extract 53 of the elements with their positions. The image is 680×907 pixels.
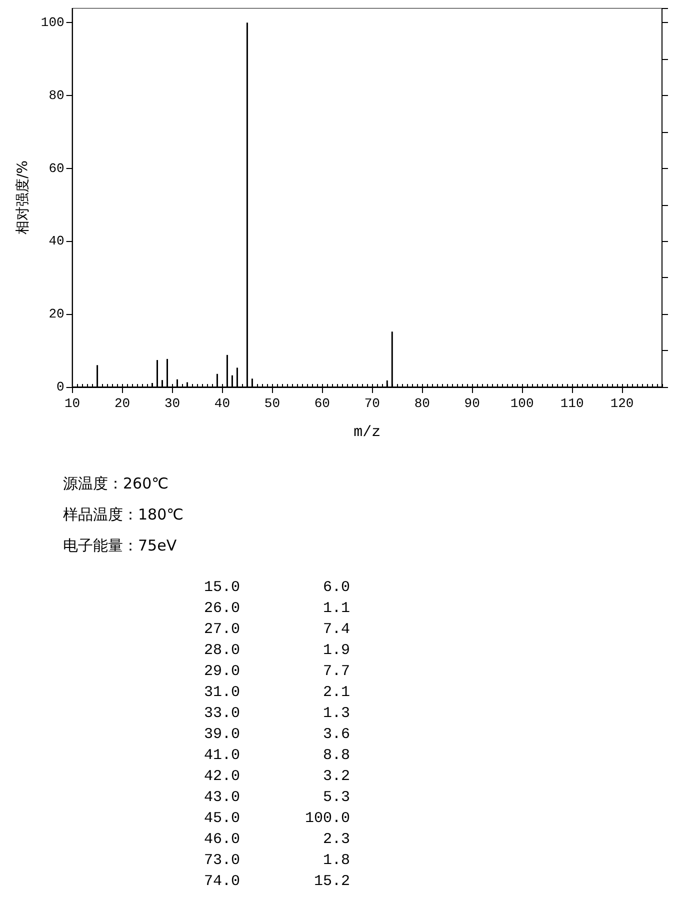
x-tick-label: 20 <box>114 396 130 411</box>
x-tick-label: 110 <box>560 396 584 411</box>
text: 26.0 <box>204 600 240 617</box>
text: 33.0 <box>204 705 240 722</box>
y-tick-label: 80 <box>48 88 64 103</box>
text: 15.2 <box>314 873 350 890</box>
text: 29.0 <box>204 663 240 680</box>
y-axis-title: 相对强度/% <box>15 160 31 235</box>
x-tick-label: 70 <box>364 396 380 411</box>
x-tick-label: 10 <box>64 396 80 411</box>
text: 6.0 <box>322 579 350 596</box>
text: 2.3 <box>322 831 350 848</box>
text: 5.3 <box>322 789 350 806</box>
text: 42.0 <box>204 768 240 785</box>
text: 73.0 <box>204 852 240 869</box>
text: 27.0 <box>204 621 240 638</box>
y-tick-label: 100 <box>40 15 64 30</box>
y-tick-label: 40 <box>48 234 64 249</box>
x-tick-label: 100 <box>510 396 534 411</box>
text: 1.3 <box>322 705 350 722</box>
x-tick-label: 30 <box>164 396 180 411</box>
text: 7.4 <box>322 621 350 638</box>
text: 46.0 <box>204 831 240 848</box>
text: 28.0 <box>204 642 240 659</box>
text: 8.8 <box>322 747 350 764</box>
text: 电子能量：75eV <box>63 536 178 554</box>
x-tick-label: 120 <box>610 396 634 411</box>
text: 39.0 <box>204 726 240 743</box>
x-tick-label: 60 <box>314 396 330 411</box>
y-tick-label: 60 <box>48 160 64 176</box>
text: 样品温度：180℃ <box>63 506 184 524</box>
text: 100.0 <box>304 810 350 827</box>
text: 7.7 <box>322 663 350 680</box>
text: 3.6 <box>322 726 350 743</box>
text: 45.0 <box>204 810 240 827</box>
text: 74.0 <box>204 873 240 890</box>
text: 3.2 <box>322 768 350 785</box>
x-tick-label: 50 <box>264 396 280 411</box>
text: 1.1 <box>322 600 350 617</box>
text: 43.0 <box>204 789 240 806</box>
y-tick-label: 20 <box>48 306 64 322</box>
text: 15.0 <box>204 579 240 596</box>
text: 2.1 <box>322 684 350 701</box>
x-tick-label: 90 <box>464 396 480 411</box>
text: 源温度：260℃ <box>63 474 168 492</box>
y-tick-label: 0 <box>56 380 64 394</box>
x-axis-title: m/z <box>354 424 381 441</box>
text: 1.8 <box>322 852 350 869</box>
text: 1.9 <box>322 642 350 659</box>
x-tick-label: 80 <box>414 396 430 411</box>
text: 31.0 <box>204 684 240 701</box>
text: 41.0 <box>204 747 240 764</box>
x-tick-label: 40 <box>214 396 230 411</box>
